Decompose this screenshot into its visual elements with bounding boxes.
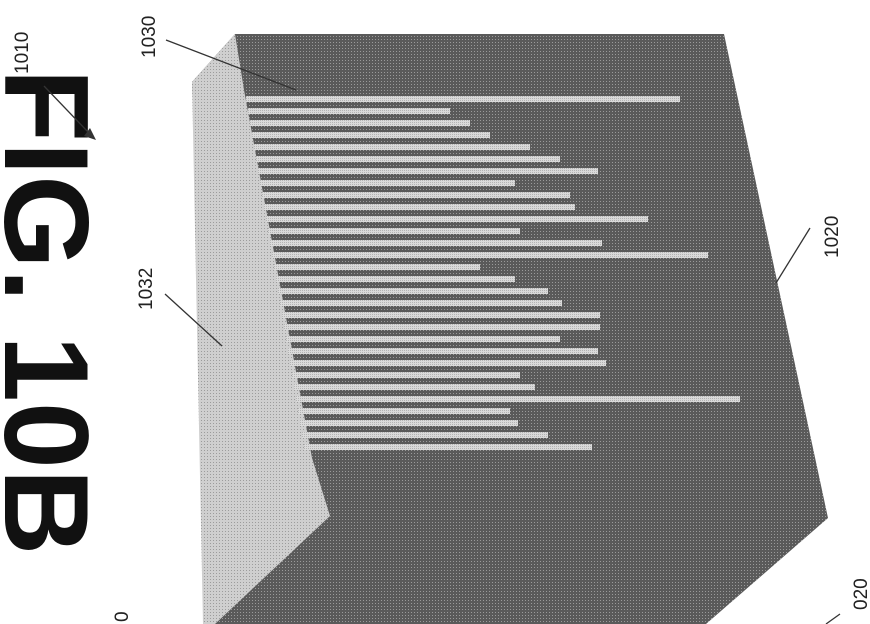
ref-label-1032: 1032: [136, 268, 157, 310]
fin-29: [302, 432, 548, 438]
fin-21: [286, 336, 560, 342]
fin-17: [278, 288, 548, 294]
fin-6: [256, 156, 560, 162]
leader-020: [825, 613, 841, 624]
side-wall: [192, 34, 330, 624]
fin-24: [292, 372, 520, 378]
fin-27: [298, 408, 510, 414]
leader-1020: [775, 227, 811, 284]
fin-11: [266, 216, 648, 222]
fin-8: [260, 180, 515, 186]
leader-1030: [165, 39, 297, 91]
fin-12: [268, 228, 520, 234]
ref-label-partial-left: 0: [112, 611, 133, 622]
fin-5: [254, 144, 530, 150]
fin-1: [246, 96, 680, 102]
fin-14: [272, 252, 708, 258]
fin-20: [284, 324, 600, 330]
fin-25: [294, 384, 535, 390]
ref-label-1020: 1020: [822, 216, 843, 258]
fin-3: [250, 120, 470, 126]
fin-13: [270, 240, 602, 246]
ref-label-020: 020: [851, 578, 870, 610]
arrow-1010: [84, 128, 96, 140]
fin-18: [280, 300, 562, 306]
fin-28: [300, 420, 518, 426]
fin-9: [262, 192, 570, 198]
fin-19: [282, 312, 600, 318]
fin-23: [290, 360, 606, 366]
ref-label-1030: 1030: [139, 16, 160, 58]
fin-15: [274, 264, 480, 270]
fin-22: [288, 348, 598, 354]
figure-title: FIG. 10B: [0, 69, 113, 556]
fin-26: [296, 396, 740, 402]
fin-10: [264, 204, 575, 210]
fin-4: [252, 132, 490, 138]
ref-label-1010: 1010: [12, 32, 33, 74]
fin-2: [248, 108, 450, 114]
leader-1010: [43, 85, 89, 133]
leader-1032: [164, 293, 223, 347]
fin-16: [276, 276, 515, 282]
fin-array: [246, 96, 740, 450]
fin-30: [304, 444, 592, 450]
fin-7: [258, 168, 598, 174]
